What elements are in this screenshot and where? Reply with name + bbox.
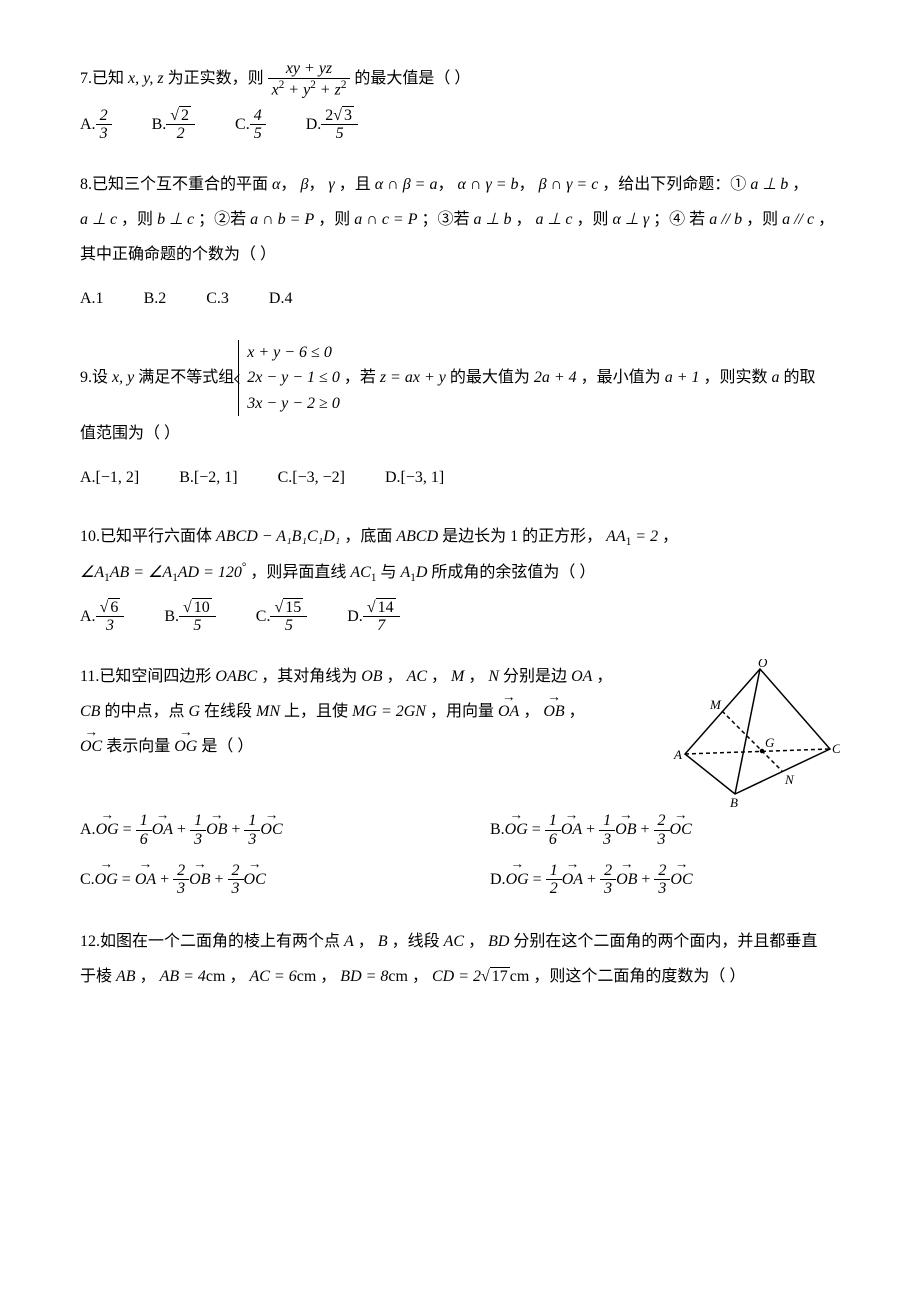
q8-eq3: β ∩ γ = c: [539, 176, 599, 193]
q11-vec-ob: OB: [543, 694, 564, 729]
fig-label-o: O: [758, 659, 768, 670]
q11-ob: OB: [361, 668, 382, 685]
q10-ac1: AC1: [350, 564, 376, 581]
q9-options: A.[−1, 2] B.[−2, 1] C.[−3, −2] D.[−3, 1]: [80, 460, 840, 495]
q9-line2: 值范围为（ ）: [80, 425, 180, 442]
q10-base: ABCD: [396, 528, 438, 545]
fig-label-b: B: [730, 795, 738, 809]
q9-opt-c: C.[−3, −2]: [278, 460, 345, 495]
q10-a1d: A1D: [400, 564, 427, 581]
q7-opt-d: D.235: [306, 107, 358, 143]
q11-vec-oa: OA: [498, 694, 519, 729]
question-11: 11.已知空间四边形 OABC ，其对角线为 OB ， AC ， M ， N 分…: [80, 659, 840, 900]
q9-opt-b: B.[−2, 1]: [179, 460, 237, 495]
q12-ac: AC: [444, 933, 464, 950]
q11-ac: AC: [407, 668, 427, 685]
q10-angles: ∠A1AB = ∠A1AD = 120°: [80, 564, 246, 581]
q11-opt-d: D.OG = 12OA + 23OB + 23OC: [490, 859, 840, 901]
q12-cd: CD = 217cm: [432, 968, 529, 985]
q9-vars: x, y: [112, 369, 134, 386]
q12-ab4: AB = 4cm: [160, 968, 226, 985]
q9-opt-a: A.[−1, 2]: [80, 460, 139, 495]
q7-num: xy + yz: [268, 60, 351, 79]
q11-oa: OA: [571, 668, 592, 685]
q10-stem-a: 10.已知平行六面体: [80, 528, 212, 545]
q7-opt-c: C.45: [235, 107, 266, 143]
q10-aa1: AA1 = 2: [606, 528, 658, 545]
q8-eq1: α ∩ β = a: [375, 176, 438, 193]
q9-min: a + 1: [665, 369, 700, 386]
q9-sys3: 3x − y − 2 ≥ 0: [247, 395, 340, 412]
question-12: 12.如图在一个二面角的棱上有两个点 A ， B ，线段 AC ， BD 分别在…: [80, 924, 840, 994]
q11-options: A.OG = 16OA + 13OB + 13OC B.OG = 16OA + …: [80, 809, 840, 900]
q8-eq2: α ∩ γ = b: [457, 176, 518, 193]
tetrahedron-figure: O A B C M N G: [670, 659, 840, 809]
q10-opt-b: B.105: [164, 599, 215, 635]
q10-opt-a: A.63: [80, 599, 124, 635]
q9-sys1: x + y − 6 ≤ 0: [247, 344, 332, 361]
q9-stem-a: 9.设: [80, 369, 108, 386]
q9-system: x + y − 6 ≤ 0 2x − y − 1 ≤ 0 3x − y − 2 …: [238, 340, 340, 417]
q12-stem-a: 12.如图在一个二面角的棱上有两个点: [80, 933, 340, 950]
q11-vec-oc: OC: [80, 729, 102, 764]
q7-options: A.23 B.22 C.45 D.235: [80, 107, 840, 143]
q8-stem-a: 8.已知三个互不重合的平面: [80, 176, 268, 193]
q8-options: A.1 B.2 C.3 D.4: [80, 281, 840, 316]
q12-bd8: BD = 8cm: [340, 968, 408, 985]
q7-opt-b: B.22: [152, 107, 195, 143]
q11-mg2gn: MG = 2GN: [352, 703, 426, 720]
q9-opt-d: D.[−3, 1]: [385, 460, 444, 495]
q8-line2: 其中正确命题的个数为（ ）: [80, 246, 276, 263]
q8-opt-c: C.3: [206, 281, 229, 316]
fig-label-g: G: [765, 735, 775, 750]
fig-label-c: C: [832, 741, 840, 756]
q12-bd: BD: [488, 933, 509, 950]
q7-vars: x, y, z: [128, 70, 164, 87]
question-9: 9.设 x, y 满足不等式组 x + y − 6 ≤ 0 2x − y − 1…: [80, 340, 840, 495]
q8-opt-a: A.1: [80, 281, 104, 316]
q8-opt-b: B.2: [144, 281, 167, 316]
q10-body: ABCD − A₁B₁C₁D₁: [216, 528, 340, 545]
q11-vec-og: OG: [174, 729, 197, 764]
q11-stem-a: 11.已知空间四边形: [80, 668, 211, 685]
q9-max: 2a + 4: [534, 369, 577, 386]
q9-z: z = ax + y: [380, 369, 446, 386]
question-7: 7.已知 x, y, z 为正实数，则 xy + yz x2 + y2 + z2…: [80, 60, 840, 143]
q11-opt-b: B.OG = 16OA + 13OB + 23OC: [490, 809, 840, 851]
q7-stem-pre: 7.已知: [80, 70, 124, 87]
question-10: 10.已知平行六面体 ABCD − A₁B₁C₁D₁ ，底面 ABCD 是边长为…: [80, 519, 840, 635]
fig-label-m: M: [709, 697, 722, 712]
q7-fraction: xy + yz x2 + y2 + z2: [268, 60, 351, 99]
q10-opt-c: C.155: [256, 599, 307, 635]
q7-den: x2 + y2 + z2: [268, 79, 351, 99]
q11-opt-c: C.OG = OA + 23OB + 23OC: [80, 859, 430, 901]
q7-opt-a: A.23: [80, 107, 112, 143]
q12-ab: AB: [116, 968, 136, 985]
fig-label-n: N: [784, 772, 795, 787]
q8-gamma: γ: [328, 176, 334, 193]
question-8: 8.已知三个互不重合的平面 α， β， γ ，且 α ∩ β = a， α ∩ …: [80, 167, 840, 316]
q9-sys2: 2x − y − 1 ≤ 0: [247, 369, 340, 386]
q11-oabc: OABC: [215, 668, 257, 685]
fig-label-a: A: [673, 747, 682, 762]
q10-options: A.63 B.105 C.155 D.147: [80, 599, 840, 635]
q7-stem-mid: 为正实数，则: [168, 70, 264, 87]
q11-opt-a: A.OG = 16OA + 13OB + 13OC: [80, 809, 430, 851]
q7-stem-post: 的最大值是（ ）: [354, 70, 470, 87]
q8-opt-d: D.4: [269, 281, 293, 316]
q10-opt-d: D.147: [347, 599, 399, 635]
q12-ac6: AC = 6cm: [249, 968, 316, 985]
